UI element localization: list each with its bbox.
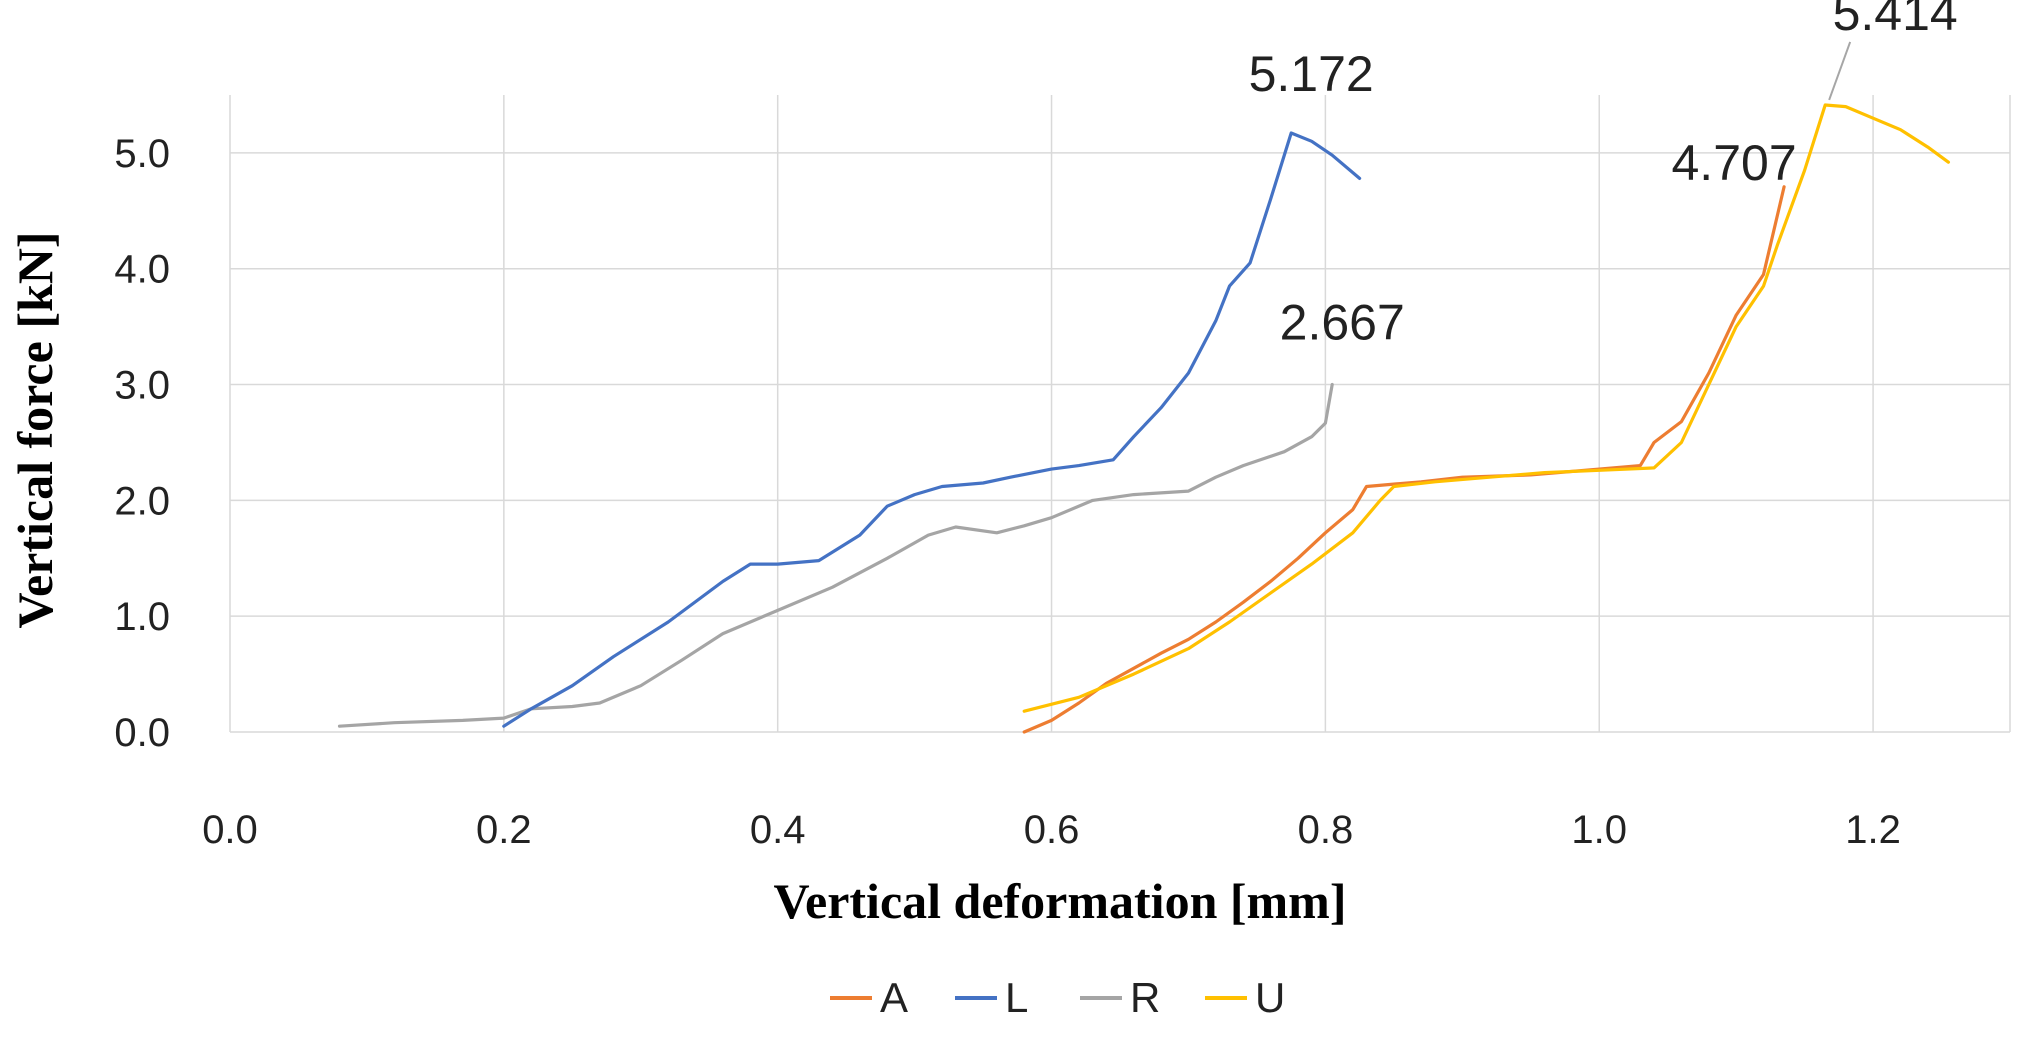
x-tick-label: 0.8 <box>1298 808 1354 852</box>
series-line-a <box>1022 185 1786 734</box>
x-tick-label: 0.4 <box>750 808 806 852</box>
x-tick-labels: 0.0 0.2 0.4 0.6 0.8 1.0 1.2 <box>202 808 1901 852</box>
legend-label-l: L <box>1005 974 1028 1021</box>
series-lines <box>337 103 1950 734</box>
y-tick-label: 1.0 <box>114 595 170 639</box>
y-tick-label: 3.0 <box>114 364 170 408</box>
series-line-r <box>337 382 1334 728</box>
x-tick-label: 0.0 <box>202 808 258 852</box>
series-line-u <box>1022 103 1950 713</box>
y-axis-title: Vertical force [kN] <box>7 231 63 628</box>
x-tick-label: 0.2 <box>476 808 532 852</box>
annotation-label: 2.667 <box>1280 295 1405 351</box>
y-tick-label: 4.0 <box>114 248 170 292</box>
x-axis-title: Vertical deformation [mm] <box>774 873 1347 929</box>
annotation-label: 5.172 <box>1249 46 1374 102</box>
annotation-label: 5.414 <box>1833 0 1958 41</box>
y-tick-label: 2.0 <box>114 479 170 523</box>
x-tick-label: 1.2 <box>1845 808 1901 852</box>
y-tick-label: 5.0 <box>114 132 170 176</box>
x-tick-label: 0.6 <box>1024 808 1080 852</box>
annotation-leader <box>1828 41 1852 101</box>
x-tick-label: 1.0 <box>1571 808 1627 852</box>
gridlines <box>229 95 2011 733</box>
legend-label-r: R <box>1130 974 1160 1021</box>
annotations: 5.172 2.667 4.707 5.414 <box>1249 0 1958 351</box>
series-line-l <box>502 131 1362 728</box>
legend-label-a: A <box>880 974 908 1021</box>
y-tick-labels: 0.0 1.0 2.0 3.0 4.0 5.0 <box>114 132 170 755</box>
annotation-label: 4.707 <box>1672 135 1797 191</box>
y-tick-label: 0.0 <box>114 711 170 755</box>
legend-label-u: U <box>1255 974 1285 1021</box>
